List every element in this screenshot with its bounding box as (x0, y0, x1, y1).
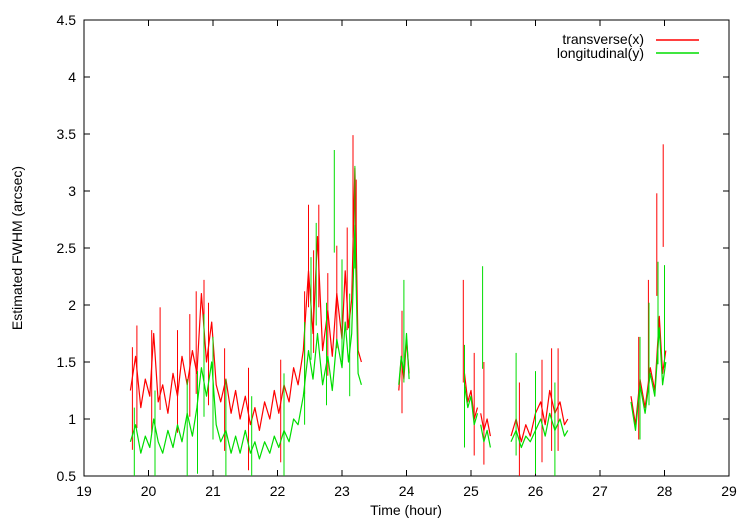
legend: transverse(x) longitudinal(y) (557, 31, 699, 61)
x-tick-label: 24 (399, 483, 415, 499)
series-longitudinal (130, 150, 665, 476)
x-tick-label: 22 (270, 483, 286, 499)
x-tick-label: 27 (592, 483, 608, 499)
x-tick-label: 21 (205, 483, 221, 499)
x-tick-label: 23 (334, 483, 350, 499)
legend-label-longitudinal: longitudinal(y) (557, 45, 644, 61)
y-tick-label: 0.5 (57, 468, 77, 484)
x-tick-label: 29 (721, 483, 737, 499)
x-tick-label: 19 (76, 483, 92, 499)
y-tick-label: 1 (68, 411, 76, 427)
y-tick-label: 1.5 (57, 354, 77, 370)
x-axis-label: Time (hour) (370, 502, 442, 518)
y-tick-label: 2 (68, 297, 76, 313)
x-axis-ticks: 19 20 21 22 23 24 25 26 27 28 29 (76, 20, 737, 499)
y-axis-ticks: 0.5 1 1.5 2 2.5 3 3.5 4 4.5 (57, 12, 729, 484)
y-tick-label: 4 (68, 69, 76, 85)
series-layer (130, 135, 665, 476)
x-tick-label: 26 (528, 483, 544, 499)
y-tick-label: 4.5 (57, 12, 77, 28)
y-tick-label: 3 (68, 183, 76, 199)
y-tick-label: 3.5 (57, 126, 77, 142)
x-tick-label: 20 (141, 483, 157, 499)
y-tick-label: 2.5 (57, 240, 77, 256)
series-transverse (130, 135, 665, 476)
x-tick-label: 28 (657, 483, 673, 499)
x-tick-label: 25 (463, 483, 479, 499)
y-axis-label: Estimated FWHM (arcsec) (9, 166, 25, 330)
